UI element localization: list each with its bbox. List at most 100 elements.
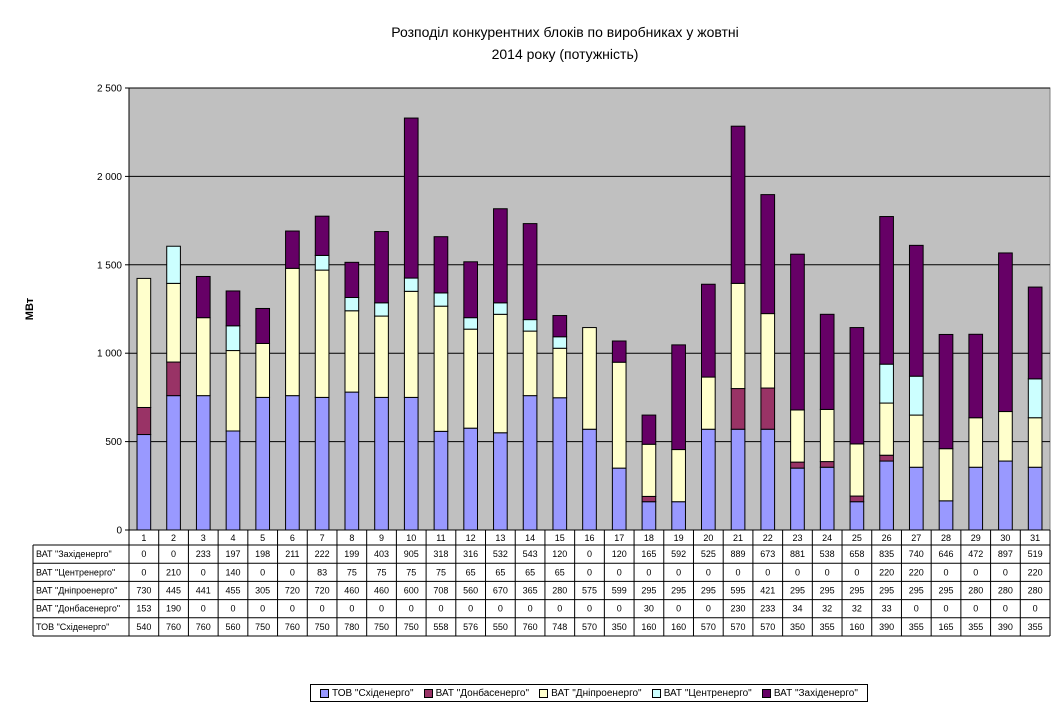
bar-segment [760, 194, 776, 315]
x-tick-label: 23 [792, 533, 802, 543]
bar-segment [522, 330, 538, 397]
bar-segment [760, 313, 776, 389]
table-cell: 720 [285, 586, 300, 596]
table-cell: 0 [1033, 604, 1038, 614]
table-cell: 0 [171, 549, 176, 559]
table-cell: 748 [552, 622, 567, 632]
table-cell: 350 [612, 622, 627, 632]
table-cell: 760 [523, 622, 538, 632]
bar-segment [225, 350, 241, 432]
legend-swatch [761, 688, 771, 698]
table-cell: 197 [225, 549, 240, 559]
table-cell: 0 [617, 567, 622, 577]
table-cell: 355 [820, 622, 835, 632]
table-cell: 34 [792, 604, 802, 614]
table-cell: 750 [315, 622, 330, 632]
bar-segment [998, 252, 1013, 413]
table-cell: 519 [1028, 549, 1043, 559]
bar-segment [879, 402, 894, 456]
table-cell: 295 [909, 586, 924, 596]
table-cell: 211 [285, 549, 299, 559]
table-cell: 0 [528, 604, 533, 614]
x-tick-label: 29 [971, 533, 981, 543]
table-cell: 65 [525, 567, 535, 577]
bar-segment [849, 501, 865, 531]
bar-segment [433, 305, 449, 432]
bar-segment [225, 290, 241, 327]
table-cell: 0 [1003, 567, 1008, 577]
table-cell: 160 [641, 622, 656, 632]
bar-segment [493, 432, 508, 531]
bar-segment [136, 277, 152, 408]
table-cell: 295 [701, 586, 716, 596]
bar-segment [1027, 466, 1043, 531]
table-cell: 230 [731, 604, 746, 614]
table-cell: 599 [612, 586, 627, 596]
bar-segment [552, 336, 568, 349]
x-tick-label: 5 [260, 533, 265, 543]
table-row-label: ВАТ "Донбасенерго" [36, 604, 120, 614]
table-cell: 750 [255, 622, 270, 632]
x-tick-label: 17 [614, 533, 624, 543]
bar-segment [433, 236, 449, 294]
x-tick-label: 4 [230, 533, 235, 543]
bar-segment [938, 448, 954, 502]
x-tick-label: 6 [290, 533, 295, 543]
table-cell: 120 [612, 549, 627, 559]
table-cell: 403 [374, 549, 389, 559]
table-cell: 0 [230, 604, 235, 614]
table-cell: 355 [1028, 622, 1043, 632]
bar-segment [285, 267, 300, 397]
bar-segment [166, 395, 181, 531]
bar-segment [463, 261, 478, 319]
table-cell: 0 [736, 567, 741, 577]
table-cell: 0 [587, 567, 592, 577]
bar-segment [908, 244, 924, 377]
table-cell: 0 [973, 604, 978, 614]
table-cell: 532 [493, 549, 508, 559]
bar-segment [374, 396, 389, 531]
legend-label: ВАТ "Донбасенерго" [435, 687, 530, 699]
table-cell: 760 [166, 622, 181, 632]
table-cell: 441 [196, 586, 211, 596]
table-cell: 0 [260, 567, 265, 577]
legend-item: ВАТ "Дніпроенерго" [539, 688, 642, 699]
table-cell: 210 [166, 567, 181, 577]
x-tick-label: 10 [406, 533, 416, 543]
table-cell: 295 [820, 586, 835, 596]
bar-segment [849, 327, 865, 445]
bar-segment [611, 467, 627, 531]
legend-swatch [423, 688, 433, 698]
chart-title-line1: Розподіл конкурентних блоків по виробник… [391, 24, 739, 40]
table-cell: 0 [468, 604, 473, 614]
y-axis-label: МВт [24, 297, 36, 320]
table-cell: 905 [404, 549, 419, 559]
bar-segment [819, 408, 835, 463]
bar-segment [166, 361, 181, 397]
table-row-label: ВАТ "Дніпроенерго" [36, 586, 117, 596]
x-tick-label: 14 [525, 533, 535, 543]
bar-segment [374, 302, 389, 317]
bar-segment [433, 430, 449, 531]
bar-segment [225, 325, 241, 352]
table-cell: 670 [493, 586, 508, 596]
table-cell: 421 [760, 586, 775, 596]
table-cell: 32 [822, 604, 832, 614]
table-cell: 280 [968, 586, 983, 596]
bar-segment [908, 466, 924, 531]
legend-swatch [320, 688, 330, 698]
bar-segment [344, 310, 360, 393]
table-cell: 835 [879, 549, 894, 559]
bar-segment [819, 466, 835, 531]
x-tick-label: 16 [584, 533, 594, 543]
table-cell: 538 [820, 549, 835, 559]
table-cell: 0 [706, 604, 711, 614]
legend-label: ВАТ "Центренерго" [663, 687, 752, 699]
table-cell: 881 [790, 549, 805, 559]
x-tick-label: 12 [466, 533, 476, 543]
bar-segment [493, 302, 508, 315]
table-cell: 0 [676, 567, 681, 577]
bar-segment [493, 313, 508, 434]
table-cell: 460 [344, 586, 359, 596]
bar-segment [403, 396, 419, 531]
